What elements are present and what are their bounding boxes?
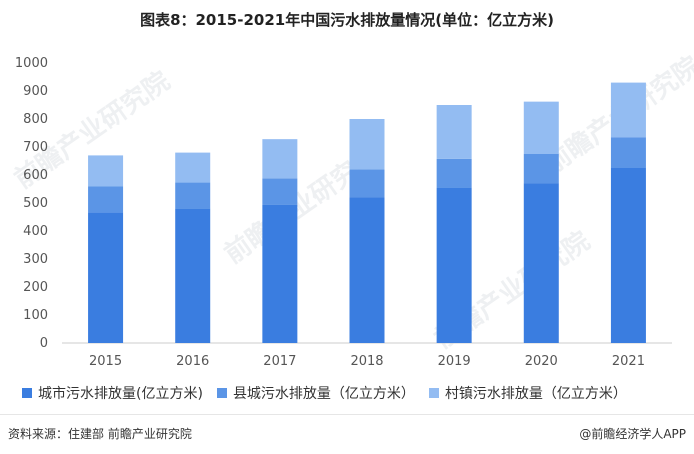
chart-legend: 城市污水排放量(亿立方米) 县城污水排放量（亿立方米） 村镇污水排放量（亿立方米… [22, 383, 694, 403]
y-tick-label: 200 [23, 280, 48, 295]
legend-swatch-town [428, 388, 439, 398]
legend-swatch-county [216, 388, 227, 398]
stacked-bar-chart: 0 100 200 300 400 500 600 700 800 900 1000 2015 2016… [15, 56, 672, 369]
y-tick-label: 400 [23, 224, 48, 239]
x-tick-label: 2015 [89, 354, 122, 369]
bar-county-2021 [610, 137, 646, 168]
bar-town-2016 [175, 152, 211, 183]
bar-town-2017 [262, 139, 298, 179]
y-tick-label: 0 [40, 336, 48, 351]
bar-county-2019 [436, 158, 472, 188]
x-tick-label: 2019 [438, 354, 471, 369]
legend-item-town: 村镇污水排放量（亿立方米） [428, 383, 627, 403]
bar-county-2016 [175, 182, 211, 209]
bar-town-2019 [436, 105, 472, 159]
y-tick-label: 600 [23, 168, 48, 183]
legend-label-town: 村镇污水排放量（亿立方米） [444, 386, 627, 402]
legend-item-county: 县城污水排放量（亿立方米） [216, 383, 415, 403]
legend-item-city: 城市污水排放量(亿立方米) [22, 383, 203, 403]
y-tick-label: 800 [23, 112, 48, 127]
bar-city-2017 [262, 204, 298, 343]
chart-title: 图表8：2015-2021年中国污水排放量情况(单位：亿立方米) [140, 11, 554, 29]
x-tick-label: 2017 [263, 354, 296, 369]
bar-county-2020 [523, 154, 559, 184]
bar-county-2017 [262, 178, 298, 205]
legend-swatch-city [22, 388, 32, 398]
bar-city-2021 [610, 168, 646, 343]
bar-town-2015 [88, 155, 124, 187]
x-tick-label: 2018 [350, 354, 383, 369]
brand-credit: @前瞻经济学人APP [579, 427, 686, 441]
legend-label-city: 城市污水排放量(亿立方米) [38, 386, 203, 402]
bar-city-2019 [436, 187, 472, 343]
bar-county-2015 [88, 186, 124, 213]
y-tick-label: 1000 [15, 56, 48, 71]
x-tick-label: 2020 [525, 354, 558, 369]
legend-label-county: 县城污水排放量（亿立方米） [232, 386, 415, 402]
footer-divider [0, 414, 694, 415]
y-tick-label: 500 [23, 196, 48, 211]
x-tick-label: 2021 [612, 354, 645, 369]
bar-town-2020 [523, 101, 559, 154]
y-tick-label: 300 [23, 252, 48, 267]
bar-town-2021 [610, 82, 646, 138]
source-note: 资料来源：住建部 前瞻产业研究院 [8, 427, 192, 441]
bar-town-2018 [349, 119, 385, 170]
x-tick-label: 2016 [176, 354, 209, 369]
y-tick-label: 900 [23, 84, 48, 99]
y-tick-label: 100 [23, 308, 48, 323]
bar-county-2018 [349, 169, 385, 198]
y-tick-label: 700 [23, 140, 48, 155]
bar-city-2020 [523, 183, 559, 343]
bar-city-2015 [88, 212, 124, 343]
bar-city-2018 [349, 197, 385, 343]
bar-city-2016 [175, 208, 211, 343]
